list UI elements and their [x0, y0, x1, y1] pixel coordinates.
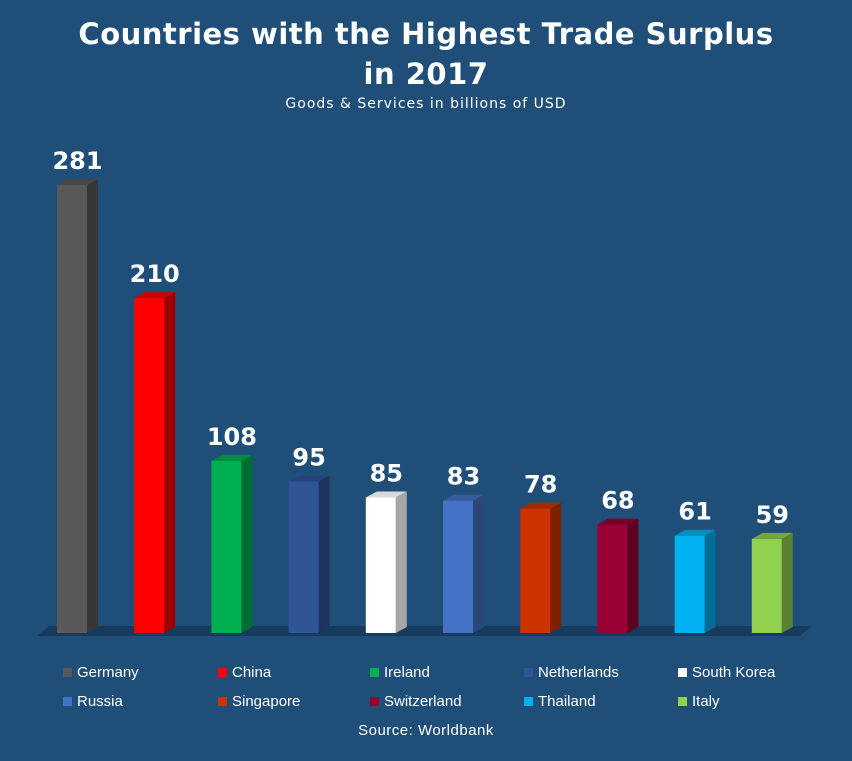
bar-singapore: [520, 502, 562, 633]
legend-label: Singapore: [232, 692, 301, 710]
bar-side: [318, 475, 330, 633]
bar-side: [395, 491, 407, 633]
legend-label: China: [232, 663, 272, 681]
legend-item-netherlands: Netherlands: [524, 663, 619, 681]
data-label-singapore: 78: [524, 471, 557, 499]
bar-chart: 281 210 108 95 85 83 78 68 61 59: [37, 147, 812, 636]
legend-item-ireland: Ireland: [370, 663, 430, 681]
bar-front: [365, 497, 396, 633]
legend-swatch: [370, 667, 379, 677]
bar-front: [288, 481, 319, 633]
legend-swatch: [218, 667, 227, 677]
legend-swatch: [678, 667, 687, 677]
legend-swatch: [63, 667, 72, 677]
legend-swatch: [524, 696, 533, 706]
legend-label: Germany: [77, 663, 139, 681]
bar-front: [674, 535, 705, 633]
bar-thailand: [674, 529, 716, 633]
bar-front: [211, 460, 242, 633]
bar-side: [627, 518, 639, 633]
bar-china: [134, 292, 176, 633]
data-label-thailand: 61: [678, 498, 711, 526]
bar-top: [674, 529, 716, 536]
bar-germany: [57, 179, 98, 633]
data-label-south-korea: 85: [370, 459, 403, 487]
bar-russia: [443, 494, 484, 633]
legend-item-south-korea: South Korea: [678, 663, 775, 681]
legend-label: Ireland: [384, 663, 430, 681]
data-label-ireland: 108: [207, 423, 257, 451]
bar-top: [288, 475, 330, 482]
bar-top: [520, 502, 562, 509]
legend-swatch: [370, 696, 379, 706]
data-label-netherlands: 95: [292, 444, 325, 472]
bar-front: [751, 538, 782, 633]
legend-label: Netherlands: [538, 663, 619, 681]
legend-item-china: China: [218, 663, 271, 681]
bar-top: [57, 179, 98, 185]
bar-top: [134, 292, 176, 299]
bar-side: [164, 292, 176, 633]
data-label-russia: 83: [447, 463, 480, 491]
legend-item-germany: Germany: [63, 663, 139, 681]
legend-label: Switzerland: [384, 692, 462, 710]
legend-swatch: [63, 696, 72, 706]
data-label-germany: 281: [52, 147, 102, 175]
bar-netherlands: [288, 475, 330, 633]
source-note: Source: Worldbank: [358, 722, 494, 739]
bar-top: [211, 454, 253, 461]
legend-swatch: [218, 696, 227, 706]
legend-label: South Korea: [692, 663, 776, 681]
chart-title: Countries with the Highest Trade Surplus…: [78, 17, 774, 91]
bar-front: [57, 185, 87, 633]
bar-front: [443, 500, 473, 633]
bar-side: [241, 454, 253, 633]
data-label-italy: 59: [756, 501, 789, 529]
bar-front: [520, 508, 551, 633]
bar-top: [597, 518, 639, 525]
bar-front: [597, 524, 628, 633]
legend-item-switzerland: Switzerland: [370, 692, 462, 710]
legend-swatch: [524, 667, 533, 677]
chart-subtitle: Goods & Services in billions of USD: [285, 96, 567, 112]
bar-side: [550, 502, 562, 633]
bar-ireland: [211, 454, 253, 633]
data-label-switzerland: 68: [601, 487, 634, 515]
bar-top: [365, 491, 407, 498]
legend-item-singapore: Singapore: [218, 692, 300, 710]
bar-italy: [751, 532, 793, 633]
bar-side: [704, 529, 716, 633]
legend-item-italy: Italy: [678, 692, 720, 710]
bar-side: [781, 532, 793, 633]
legend-item-russia: Russia: [63, 692, 123, 710]
bar-front: [134, 298, 165, 633]
legend-label: Russia: [77, 692, 123, 710]
bar-top: [751, 532, 793, 539]
legend-label: Thailand: [538, 692, 596, 710]
bar-side: [87, 179, 98, 633]
legend-label: Italy: [692, 692, 720, 710]
bar-south-korea: [365, 491, 407, 633]
data-label-china: 210: [130, 260, 180, 288]
legend-swatch: [678, 696, 687, 706]
legend-item-thailand: Thailand: [524, 692, 596, 710]
bar-side: [473, 494, 484, 633]
bar-switzerland: [597, 518, 639, 633]
bar-top: [443, 494, 484, 501]
